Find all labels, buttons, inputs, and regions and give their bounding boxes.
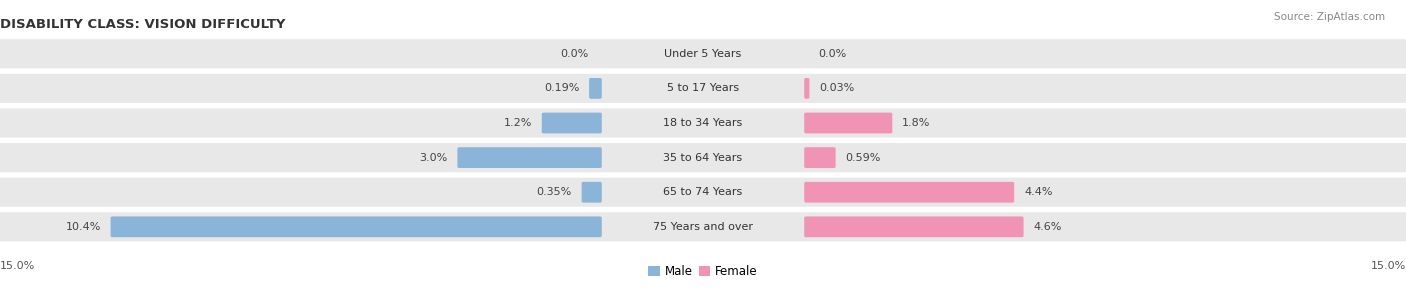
Text: 10.4%: 10.4%	[66, 222, 101, 232]
Text: 1.2%: 1.2%	[503, 118, 531, 128]
FancyBboxPatch shape	[804, 216, 1024, 237]
FancyBboxPatch shape	[0, 142, 1406, 174]
Text: 0.0%: 0.0%	[560, 49, 588, 59]
FancyBboxPatch shape	[804, 78, 810, 99]
Text: 15.0%: 15.0%	[0, 261, 35, 271]
Text: DISABILITY CLASS: VISION DIFFICULTY: DISABILITY CLASS: VISION DIFFICULTY	[0, 18, 285, 31]
Text: 65 to 74 Years: 65 to 74 Years	[664, 187, 742, 197]
Text: Source: ZipAtlas.com: Source: ZipAtlas.com	[1274, 12, 1385, 22]
FancyBboxPatch shape	[804, 112, 893, 133]
FancyBboxPatch shape	[457, 147, 602, 168]
Text: 4.6%: 4.6%	[1033, 222, 1062, 232]
Text: 18 to 34 Years: 18 to 34 Years	[664, 118, 742, 128]
Text: 0.19%: 0.19%	[544, 83, 579, 93]
Legend: Male, Female: Male, Female	[644, 260, 762, 282]
Text: 0.35%: 0.35%	[537, 187, 572, 197]
Text: Under 5 Years: Under 5 Years	[665, 49, 741, 59]
FancyBboxPatch shape	[0, 107, 1406, 139]
FancyBboxPatch shape	[804, 147, 835, 168]
FancyBboxPatch shape	[111, 216, 602, 237]
Text: 35 to 64 Years: 35 to 64 Years	[664, 153, 742, 163]
FancyBboxPatch shape	[589, 78, 602, 99]
FancyBboxPatch shape	[0, 211, 1406, 243]
Text: 1.8%: 1.8%	[903, 118, 931, 128]
Text: 0.0%: 0.0%	[818, 49, 846, 59]
Text: 75 Years and over: 75 Years and over	[652, 222, 754, 232]
Text: 3.0%: 3.0%	[419, 153, 447, 163]
FancyBboxPatch shape	[541, 112, 602, 133]
Text: 5 to 17 Years: 5 to 17 Years	[666, 83, 740, 93]
Text: 0.03%: 0.03%	[820, 83, 855, 93]
FancyBboxPatch shape	[582, 182, 602, 202]
FancyBboxPatch shape	[0, 176, 1406, 208]
Text: 0.59%: 0.59%	[845, 153, 880, 163]
FancyBboxPatch shape	[804, 182, 1014, 202]
FancyBboxPatch shape	[0, 38, 1406, 70]
Text: 15.0%: 15.0%	[1371, 261, 1406, 271]
Text: 4.4%: 4.4%	[1024, 187, 1053, 197]
FancyBboxPatch shape	[0, 72, 1406, 104]
